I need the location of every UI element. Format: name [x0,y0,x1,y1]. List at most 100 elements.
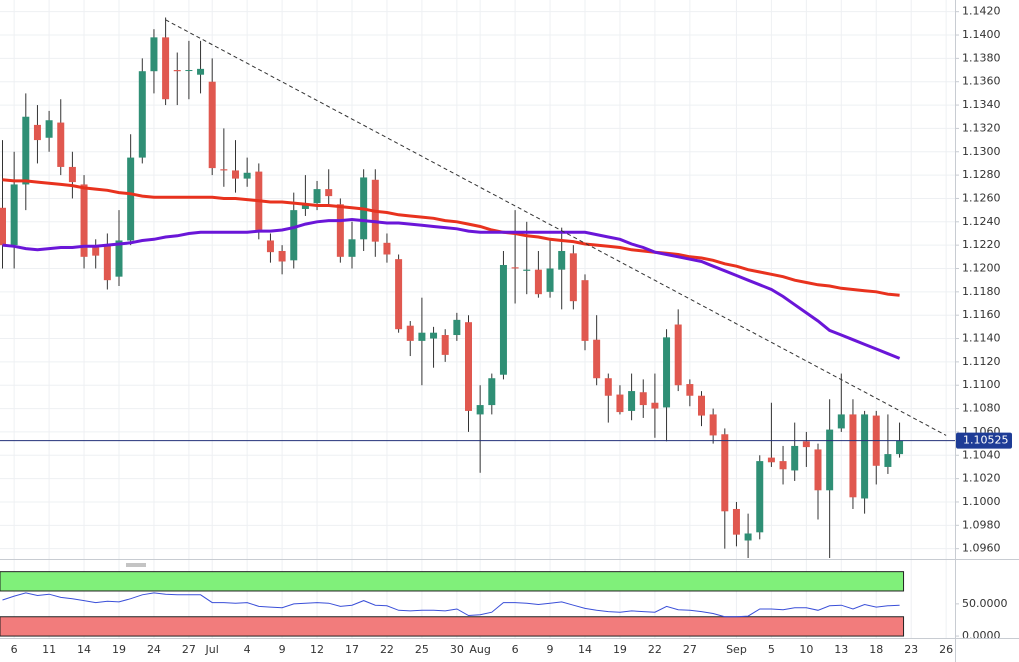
y-tick-label: 1.1160 [962,308,1001,321]
candle-body [127,157,135,241]
candle-body [92,247,100,256]
indicator-band [0,616,905,637]
candle-body [68,166,76,183]
candle-body [628,391,636,411]
x-tick-label: 19 [613,643,627,656]
candle-body [465,322,472,411]
candle-body [115,240,123,277]
grid-layer [0,0,955,638]
x-tick-label: 22 [648,643,662,656]
candle-body [266,240,274,253]
candle-body [663,337,671,408]
x-tick-label: 10 [799,643,813,656]
y-tick-label: 1.1300 [962,145,1001,158]
mark-layer [0,17,955,637]
candle-body [453,319,461,336]
x-tick-label: 27 [683,643,697,656]
candle-body [581,280,589,341]
candle-body [138,71,146,158]
resize-handle[interactable] [126,563,146,567]
y-tick-label: 1.1280 [962,168,1001,181]
candle-body [220,169,228,171]
candle-body [721,434,729,512]
candle-body [709,414,717,436]
y-tick-label: 1.1240 [962,215,1001,228]
y-tick-label: 1.1400 [962,28,1001,41]
moving-average [2,217,901,360]
candle-body [290,210,298,261]
candle-body [802,441,810,448]
x-tick-label: 30 [450,643,464,656]
indicator-line [2,592,900,618]
x-tick-label: 27 [182,643,196,656]
candle-body [779,461,787,470]
y-tick-label: 1.1380 [962,51,1001,64]
y-tick-label: 1.1040 [962,448,1001,461]
candle-body [698,395,705,416]
candle-body [10,184,18,246]
last-price-box [956,432,1012,449]
y-tick-label: 1.1220 [962,238,1001,251]
y-tick-label: 1.1080 [962,402,1001,415]
candle-body [243,172,251,179]
candle-body [313,189,321,204]
candle-body [476,405,484,415]
x-tick-label: 14 [578,643,592,656]
x-tick-label: 18 [869,643,883,656]
candle-body [80,184,88,257]
candle-body [546,268,554,292]
x-tick-label: Aug [469,643,490,656]
candle-body [814,449,822,491]
candle-body [383,242,391,255]
y-tick-label: 1.1100 [962,378,1001,391]
candle-body [674,324,682,386]
x-tick-label: 19 [112,643,126,656]
x-tick-label: 22 [380,643,394,656]
candle-body [430,332,438,339]
y-tick-label: 1.1420 [962,5,1001,18]
last-price-label: 1.10525 [963,434,1009,447]
moving-average [2,178,900,297]
candle-body [197,68,205,75]
candle-body [744,533,752,541]
candle-body [604,378,612,396]
candle-body [150,37,158,72]
x-tick-label: 11 [42,643,56,656]
candle-body [756,461,764,533]
candle-body [325,189,333,197]
x-tick-label: 14 [77,643,91,656]
y-tick-label: 50.0000 [962,597,1008,610]
y-tick-label: 1.1180 [962,285,1001,298]
candle-body [45,120,53,138]
candle-body [208,81,216,169]
candle-body [173,70,181,72]
candle-body [348,239,356,257]
candle-body [861,414,869,499]
x-tick-label: 17 [345,643,359,656]
candle-body [499,264,507,375]
candle-body [162,37,170,100]
candle-body [558,250,566,270]
candle-body [406,325,414,341]
x-tick-label: 4 [244,643,251,656]
x-tick-label: 13 [834,643,848,656]
y-tick-label: 1.1340 [962,98,1001,111]
candle-body [232,170,239,179]
candle-body [336,204,344,257]
y-tick-label: 1.1360 [962,75,1001,88]
candle-body [791,445,799,471]
candle-body [0,207,6,246]
candle-body [103,245,111,281]
candle-body [22,116,30,185]
x-tick-label: Sep [726,643,747,656]
candle-body [767,457,775,463]
candle-body [826,429,834,491]
x-tick-label: 9 [547,643,554,656]
x-tick-label: 5 [768,643,775,656]
y-tick-label: 1.1260 [962,191,1001,204]
y-tick-label: 1.1120 [962,355,1001,368]
candle-body [418,332,426,341]
candle-body [185,70,193,72]
